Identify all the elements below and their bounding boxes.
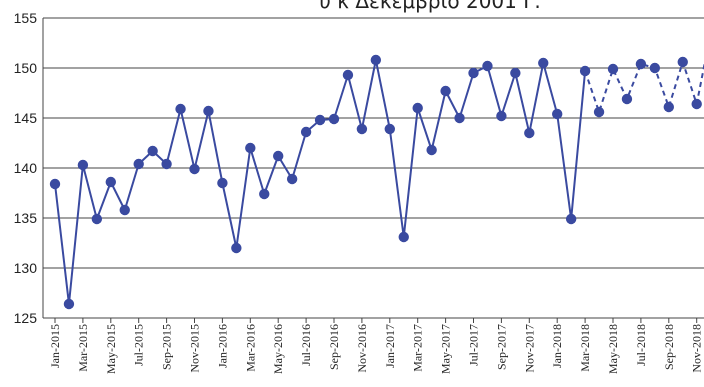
data-point (663, 101, 674, 113)
y-tick-label: 145 (14, 110, 38, 126)
x-tick-label: Mar-2016 (243, 324, 257, 372)
x-tick-label: Sep-2015 (160, 324, 174, 370)
data-point (426, 144, 437, 156)
data-point (468, 67, 479, 79)
data-point (189, 163, 200, 175)
data-point (217, 177, 228, 189)
y-tick-label: 150 (14, 60, 38, 76)
x-tick-label: Mar-2015 (76, 324, 90, 372)
data-point (635, 58, 647, 70)
data-point (398, 231, 409, 243)
data-point (538, 57, 549, 69)
chart-title: ύ κ Δεκέμβριο 2001 Γ. (319, 0, 540, 13)
data-point (579, 65, 591, 77)
data-point (552, 108, 563, 120)
data-point (119, 204, 130, 216)
data-point (147, 145, 158, 157)
data-point (259, 188, 270, 200)
x-tick-label: Jul-2015 (132, 324, 146, 366)
x-tick-label: Jul-2016 (299, 324, 313, 366)
data-point (314, 114, 326, 126)
data-point (273, 150, 284, 162)
x-tick-label: Sep-2016 (327, 324, 341, 370)
data-point (482, 60, 493, 72)
data-point (245, 142, 256, 154)
x-tick-label: Jan-2016 (215, 324, 229, 368)
data-point (454, 112, 465, 124)
data-point (49, 178, 61, 190)
data-point (91, 213, 103, 225)
data-point (328, 113, 340, 125)
data-point (105, 176, 117, 188)
x-tick-label: May-2017 (439, 324, 453, 374)
x-tick-label: Jan-2015 (48, 324, 62, 368)
data-point (565, 213, 577, 225)
data-point (370, 54, 382, 66)
data-point (161, 158, 172, 170)
data-point (231, 242, 242, 254)
x-tick-label: Jan-2017 (383, 324, 397, 368)
data-point (133, 158, 144, 170)
x-tick-label: Nov-2015 (188, 324, 202, 373)
data-point (496, 110, 507, 122)
data-point (384, 123, 395, 135)
data-point (342, 69, 354, 81)
y-tick-label: 135 (14, 210, 38, 226)
data-point (356, 123, 368, 135)
data-point (175, 103, 186, 115)
y-tick-label: 155 (14, 10, 38, 26)
data-point (77, 159, 89, 171)
x-axis: Jan-2015 Mar-2015 May-2015 Jul-2015 Sep-2015… (48, 318, 704, 374)
x-tick-label: Mar-2018 (578, 324, 592, 372)
y-axis: 125 130 135 140 145 150 155 (14, 10, 38, 326)
x-tick-label: Sep-2017 (494, 324, 508, 370)
data-point (203, 105, 214, 117)
data-point (63, 298, 75, 310)
x-tick-label: Jul-2017 (467, 324, 481, 366)
x-tick-label: Jan-2018 (550, 324, 564, 368)
data-point (607, 63, 619, 75)
data-point (691, 98, 702, 110)
data-point (300, 126, 312, 138)
x-tick-label: Nov-2018 (690, 324, 704, 373)
data-point (649, 62, 661, 74)
data-point (677, 56, 688, 68)
x-tick-label: May-2016 (271, 324, 285, 374)
x-tick-label: May-2018 (606, 324, 620, 374)
data-point (593, 106, 605, 118)
x-tick-label: Jul-2018 (634, 324, 648, 366)
data-point (621, 93, 633, 105)
x-tick-label: Mar-2017 (411, 324, 425, 372)
data-point (412, 102, 423, 114)
y-tick-label: 140 (14, 160, 38, 176)
y-tick-label: 130 (14, 260, 38, 276)
series-line-actual (54, 59, 587, 305)
x-tick-label: May-2015 (104, 324, 118, 374)
data-points (49, 54, 702, 310)
data-point (510, 67, 521, 79)
x-tick-label: Nov-2017 (522, 324, 536, 373)
y-tick-label: 125 (14, 310, 38, 326)
x-tick-label: Sep-2018 (662, 324, 676, 370)
data-point (524, 127, 535, 139)
x-tick-label: Nov-2016 (355, 324, 369, 373)
series-line-projected (584, 61, 704, 113)
data-point (286, 173, 298, 185)
data-point (440, 85, 451, 97)
